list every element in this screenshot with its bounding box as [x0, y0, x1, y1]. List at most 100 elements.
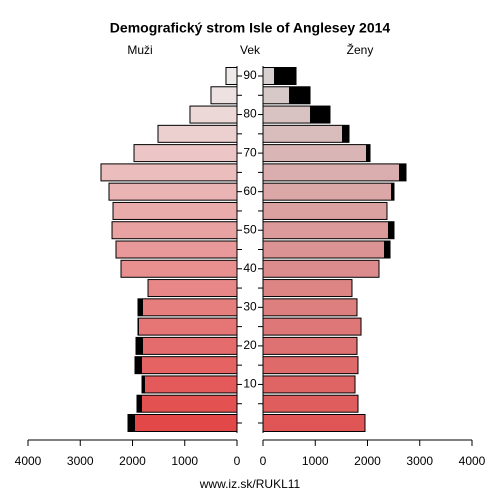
legend-female: Ženy: [347, 42, 374, 57]
bar: [262, 124, 350, 143]
bar: [262, 163, 407, 182]
bar: [100, 163, 238, 182]
x-tick-label: 2000: [354, 454, 381, 468]
bar-excess: [387, 221, 394, 239]
bar-outline: [108, 182, 238, 201]
bar-outline: [262, 221, 395, 240]
bar: [210, 86, 238, 105]
bar: [111, 221, 238, 240]
bar-outline: [189, 105, 238, 124]
x-tick-label: 2000: [119, 454, 146, 468]
y-tick-label: 60: [243, 184, 257, 198]
bar-outline: [115, 240, 238, 259]
bar-excess: [384, 241, 391, 258]
bar-fill: [263, 260, 379, 278]
bar-fill: [263, 221, 388, 239]
bar-excess: [399, 163, 407, 181]
bar-outline: [262, 201, 388, 220]
y-tick-label: 50: [243, 222, 257, 236]
bar-outline: [262, 279, 353, 298]
bar-fill: [263, 67, 275, 85]
bar: [127, 414, 238, 432]
bar-outline: [137, 298, 238, 317]
bar-outline: [210, 86, 238, 105]
bar: [225, 67, 238, 85]
bar: [262, 279, 353, 298]
y-tick-label: 30: [243, 300, 257, 314]
bar-outline: [262, 394, 359, 413]
bar-excess: [274, 67, 297, 85]
bar: [115, 240, 238, 259]
x-tick-label: 3000: [406, 454, 433, 468]
bar-outline: [262, 86, 311, 105]
bar: [135, 336, 238, 355]
bar-excess: [289, 86, 311, 104]
bar-fill: [263, 241, 385, 258]
bar: [262, 336, 358, 355]
footer: www.iz.sk/RUKL11: [199, 477, 301, 491]
bar-fill: [135, 414, 237, 432]
chart-title: Demografický strom Isle of Anglesey 2014: [110, 20, 391, 36]
bar-fill: [263, 163, 400, 181]
x-tick-label: 1000: [302, 454, 329, 468]
bar-outline: [262, 182, 395, 201]
bar-outline: [133, 144, 238, 163]
bar-fill: [263, 183, 392, 201]
bar-outline: [262, 144, 371, 163]
bar-outline: [262, 414, 366, 432]
bar-outline: [262, 67, 297, 85]
bar: [134, 356, 238, 375]
bar-outline: [135, 336, 238, 355]
bar: [262, 182, 395, 201]
bar: [108, 182, 238, 201]
x-tick-label: 3000: [67, 454, 94, 468]
bar-outline: [225, 67, 238, 85]
bar-outline: [262, 105, 331, 124]
legend-male: Muži: [127, 43, 152, 57]
bar: [137, 317, 238, 336]
bar: [137, 298, 238, 317]
y-tick-label: 90: [243, 68, 257, 82]
bar: [112, 201, 238, 220]
bar-fill: [142, 356, 237, 374]
bar-fill: [263, 279, 352, 297]
y-tick-label: 80: [243, 107, 257, 121]
bar-excess: [135, 356, 143, 374]
bar-fill: [144, 375, 237, 393]
x-tick-label: 4000: [459, 454, 486, 468]
x-tick-label: 4000: [15, 454, 42, 468]
bar-fill: [121, 260, 237, 278]
bar: [262, 105, 331, 124]
bar-fill: [263, 356, 358, 374]
x-tick-label: 0: [260, 454, 267, 468]
x-tick-label: 1000: [171, 454, 198, 468]
y-tick-label: 40: [243, 261, 257, 275]
bar-fill: [225, 67, 237, 85]
bar: [262, 356, 359, 375]
bar-outline: [262, 375, 356, 394]
bar-outline: [111, 221, 238, 240]
bar-outline: [157, 124, 238, 143]
bar-outline: [127, 414, 238, 432]
bar: [136, 394, 238, 413]
bar: [262, 144, 371, 163]
bar-outline: [262, 356, 359, 375]
bar: [141, 375, 238, 394]
bar-fill: [108, 183, 237, 201]
bar-fill: [263, 318, 362, 336]
bar-fill: [263, 202, 387, 220]
bar-fill: [113, 202, 237, 220]
bar-outline: [120, 259, 238, 278]
bar: [133, 144, 238, 163]
bar-fill: [100, 163, 237, 181]
bar: [262, 375, 356, 394]
bar-fill: [263, 395, 358, 413]
bar: [262, 86, 311, 105]
bar: [262, 240, 391, 259]
bar-fill: [263, 414, 365, 432]
bar-excess: [136, 337, 144, 355]
bar-fill: [263, 125, 343, 143]
bar-fill: [263, 337, 357, 355]
bar: [147, 279, 238, 298]
